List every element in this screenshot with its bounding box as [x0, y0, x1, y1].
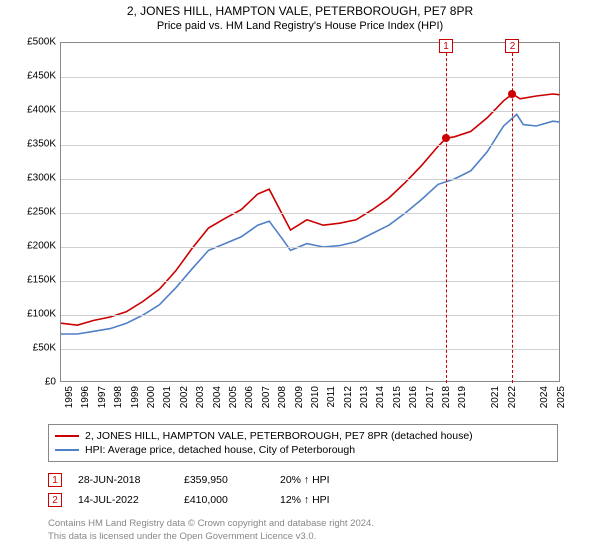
footer-line: This data is licensed under the Open Gov…	[48, 531, 558, 544]
y-tick-label: £200K	[6, 241, 56, 252]
gridline	[61, 281, 559, 282]
chart-container: 12 £0£50K£100K£150K£200K£250K£300K£350K£…	[10, 38, 570, 418]
x-tick-label: 1998	[113, 386, 124, 408]
gridline	[61, 349, 559, 350]
sale-hpi-delta: 20% ↑ HPI	[280, 474, 400, 486]
sales-row: 2 14-JUL-2022 £410,000 12% ↑ HPI	[48, 490, 558, 510]
sale-hpi-delta: 12% ↑ HPI	[280, 494, 400, 506]
x-tick-label: 2017	[425, 386, 436, 408]
sale-date: 28-JUN-2018	[78, 474, 168, 486]
gridline	[61, 247, 559, 248]
chart-title: 2, JONES HILL, HAMPTON VALE, PETERBOROUG…	[0, 0, 600, 20]
footer-attribution: Contains HM Land Registry data © Crown c…	[48, 518, 558, 544]
gridline	[61, 179, 559, 180]
gridline	[61, 213, 559, 214]
series-line-property	[61, 94, 559, 325]
x-tick-label: 2024	[539, 386, 550, 408]
marker-label: 1	[439, 39, 453, 53]
legend-label-property: 2, JONES HILL, HAMPTON VALE, PETERBOROUG…	[85, 430, 473, 442]
x-tick-label: 2015	[392, 386, 403, 408]
y-tick-label: £300K	[6, 173, 56, 184]
x-tick-label: 2009	[294, 386, 305, 408]
legend: 2, JONES HILL, HAMPTON VALE, PETERBOROUG…	[48, 424, 558, 462]
x-tick-label: 2004	[212, 386, 223, 408]
legend-item-property: 2, JONES HILL, HAMPTON VALE, PETERBOROUG…	[55, 429, 551, 443]
gridline	[61, 111, 559, 112]
x-tick-label: 1997	[97, 386, 108, 408]
y-tick-label: £150K	[6, 275, 56, 286]
x-tick-label: 2016	[408, 386, 419, 408]
plot-area: 12	[60, 42, 560, 382]
x-tick-label: 2013	[359, 386, 370, 408]
y-tick-label: £400K	[6, 105, 56, 116]
gridline	[61, 315, 559, 316]
x-tick-label: 2007	[261, 386, 272, 408]
x-tick-label: 2000	[146, 386, 157, 408]
x-tick-label: 1999	[130, 386, 141, 408]
x-tick-label: 2001	[162, 386, 173, 408]
x-tick-label: 2002	[179, 386, 190, 408]
y-tick-label: £350K	[6, 139, 56, 150]
gridline	[61, 145, 559, 146]
legend-label-hpi: HPI: Average price, detached house, City…	[85, 444, 355, 456]
x-tick-label: 2008	[277, 386, 288, 408]
x-tick-label: 2018	[441, 386, 452, 408]
x-tick-label: 1995	[64, 386, 75, 408]
sales-row: 1 28-JUN-2018 £359,950 20% ↑ HPI	[48, 470, 558, 490]
sale-marker-icon: 2	[48, 493, 62, 507]
y-tick-label: £100K	[6, 309, 56, 320]
x-tick-label: 2003	[195, 386, 206, 408]
legend-item-hpi: HPI: Average price, detached house, City…	[55, 443, 551, 457]
x-tick-label: 2005	[228, 386, 239, 408]
x-tick-label: 2019	[457, 386, 468, 408]
x-tick-label: 2025	[556, 386, 567, 408]
sales-table: 1 28-JUN-2018 £359,950 20% ↑ HPI 2 14-JU…	[48, 470, 558, 510]
footer-line: Contains HM Land Registry data © Crown c…	[48, 518, 558, 531]
x-tick-label: 2021	[490, 386, 501, 408]
sale-date: 14-JUL-2022	[78, 494, 168, 506]
y-tick-label: £450K	[6, 71, 56, 82]
x-tick-label: 1996	[80, 386, 91, 408]
legend-swatch-hpi	[55, 449, 79, 451]
y-tick-label: £50K	[6, 343, 56, 354]
x-tick-label: 2022	[507, 386, 518, 408]
x-tick-label: 2011	[326, 386, 337, 408]
x-tick-label: 2012	[343, 386, 354, 408]
legend-swatch-property	[55, 435, 79, 437]
sale-marker-icon: 1	[48, 473, 62, 487]
y-tick-label: £500K	[6, 37, 56, 48]
chart-subtitle: Price paid vs. HM Land Registry's House …	[0, 20, 600, 38]
x-tick-label: 2010	[310, 386, 321, 408]
series-line-hpi	[61, 114, 559, 334]
sale-price: £359,950	[184, 474, 264, 486]
gridline	[61, 77, 559, 78]
marker-label: 2	[505, 39, 519, 53]
x-tick-label: 2014	[375, 386, 386, 408]
sale-price: £410,000	[184, 494, 264, 506]
y-tick-label: £0	[6, 377, 56, 388]
x-tick-label: 2006	[244, 386, 255, 408]
marker-vline	[446, 43, 447, 383]
y-tick-label: £250K	[6, 207, 56, 218]
